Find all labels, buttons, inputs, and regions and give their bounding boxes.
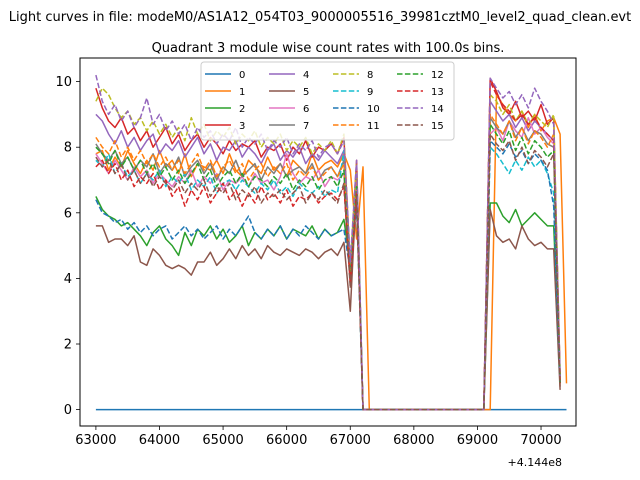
series-lines [95, 74, 568, 411]
y-tick-label: 6 [64, 206, 72, 221]
figure-suptitle: Light curves in file: modeM0/AS1A12_054T… [9, 10, 631, 25]
x-tick-label: 63000 [75, 433, 116, 448]
legend-label-11: 11 [367, 121, 380, 132]
legend-label-3: 3 [239, 121, 245, 132]
legend-label-5: 5 [303, 87, 309, 98]
y-tick-label: 10 [55, 75, 72, 90]
legend-label-14: 14 [431, 104, 444, 115]
legend-label-9: 9 [367, 87, 373, 98]
legend-label-12: 12 [431, 70, 444, 81]
legend-label-13: 13 [431, 87, 444, 98]
legend-label-10: 10 [367, 104, 380, 115]
legend-label-15: 15 [431, 121, 444, 132]
series-line-15 [95, 133, 561, 411]
legend-label-8: 8 [367, 70, 373, 81]
x-tick-label: 69000 [457, 433, 498, 448]
legend-label-4: 4 [303, 70, 309, 81]
plot-frame [79, 57, 577, 427]
legend-label-6: 6 [303, 104, 309, 115]
y-tick-label: 4 [64, 272, 72, 287]
chart-title: Quadrant 3 module wise count rates with … [152, 41, 505, 56]
x-offset-label: +4.144e8 [508, 456, 562, 469]
x-tick-label: 67000 [330, 433, 371, 448]
x-tick-label: 64000 [139, 433, 180, 448]
legend-label-2: 2 [239, 104, 245, 115]
y-axis: 0 2 4 6 8 10 [55, 75, 80, 418]
legend-label-7: 7 [303, 121, 309, 132]
legend-box [200, 61, 455, 141]
y-tick-label: 2 [64, 338, 72, 353]
legend-label-0: 0 [239, 70, 245, 81]
legend-label-1: 1 [239, 87, 245, 98]
x-tick-label: 70000 [520, 433, 561, 448]
series-line-14 [95, 74, 561, 411]
x-tick-label: 66000 [266, 433, 307, 448]
y-tick-label: 0 [64, 403, 72, 418]
x-tick-label: 68000 [393, 433, 434, 448]
x-axis: 63000 64000 65000 66000 67000 68000 69000 70000 [75, 426, 562, 448]
x-tick-label: 65000 [202, 433, 243, 448]
y-tick-label: 8 [64, 141, 72, 156]
